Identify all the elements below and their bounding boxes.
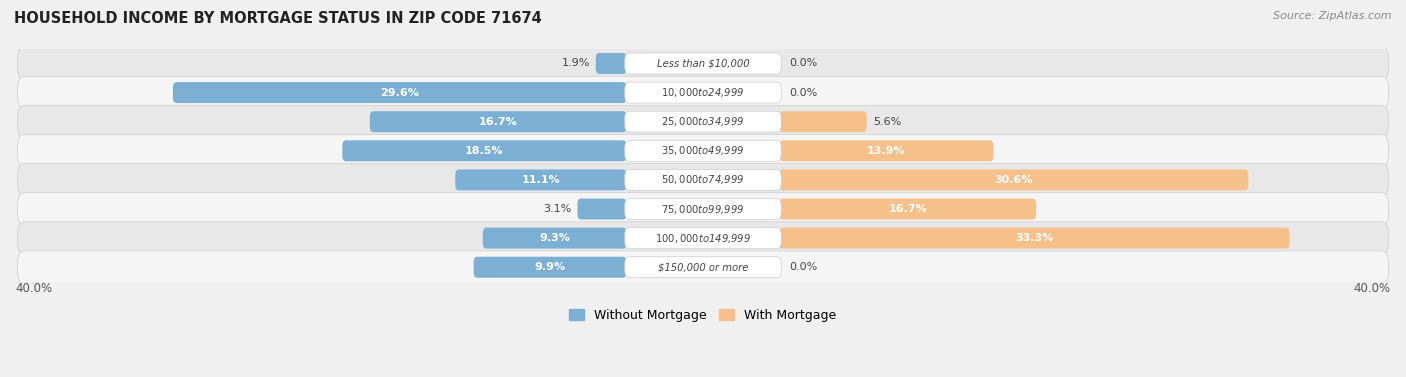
- Text: 29.6%: 29.6%: [380, 87, 419, 98]
- FancyBboxPatch shape: [578, 199, 627, 219]
- FancyBboxPatch shape: [624, 53, 782, 74]
- Text: 40.0%: 40.0%: [1354, 282, 1391, 295]
- Text: 9.3%: 9.3%: [538, 233, 569, 243]
- FancyBboxPatch shape: [18, 164, 1388, 196]
- FancyBboxPatch shape: [456, 169, 627, 190]
- Text: HOUSEHOLD INCOME BY MORTGAGE STATUS IN ZIP CODE 71674: HOUSEHOLD INCOME BY MORTGAGE STATUS IN Z…: [14, 11, 541, 26]
- FancyBboxPatch shape: [596, 53, 627, 74]
- FancyBboxPatch shape: [779, 199, 1036, 219]
- Text: $35,000 to $49,999: $35,000 to $49,999: [661, 144, 745, 157]
- Text: $25,000 to $34,999: $25,000 to $34,999: [661, 115, 745, 128]
- FancyBboxPatch shape: [18, 106, 1388, 138]
- FancyBboxPatch shape: [779, 169, 1249, 190]
- FancyBboxPatch shape: [173, 82, 627, 103]
- Text: $75,000 to $99,999: $75,000 to $99,999: [661, 202, 745, 216]
- Text: 5.6%: 5.6%: [873, 117, 901, 127]
- FancyBboxPatch shape: [779, 228, 1289, 248]
- FancyBboxPatch shape: [342, 140, 627, 161]
- FancyBboxPatch shape: [18, 135, 1388, 167]
- Text: $150,000 or more: $150,000 or more: [658, 262, 748, 272]
- Text: $10,000 to $24,999: $10,000 to $24,999: [661, 86, 745, 99]
- Text: 9.9%: 9.9%: [534, 262, 565, 272]
- FancyBboxPatch shape: [18, 251, 1388, 284]
- FancyBboxPatch shape: [624, 228, 782, 248]
- FancyBboxPatch shape: [624, 199, 782, 219]
- Text: 0.0%: 0.0%: [789, 58, 817, 69]
- FancyBboxPatch shape: [18, 193, 1388, 225]
- FancyBboxPatch shape: [18, 76, 1388, 109]
- Text: 30.6%: 30.6%: [994, 175, 1033, 185]
- FancyBboxPatch shape: [474, 257, 627, 278]
- FancyBboxPatch shape: [18, 222, 1388, 254]
- Text: 33.3%: 33.3%: [1015, 233, 1053, 243]
- Text: 13.9%: 13.9%: [868, 146, 905, 156]
- FancyBboxPatch shape: [370, 111, 627, 132]
- FancyBboxPatch shape: [779, 111, 866, 132]
- Text: 0.0%: 0.0%: [789, 262, 817, 272]
- FancyBboxPatch shape: [779, 140, 994, 161]
- Text: Source: ZipAtlas.com: Source: ZipAtlas.com: [1274, 11, 1392, 21]
- Text: 1.9%: 1.9%: [561, 58, 589, 69]
- Text: 16.7%: 16.7%: [889, 204, 927, 214]
- Text: Less than $10,000: Less than $10,000: [657, 58, 749, 69]
- Text: 3.1%: 3.1%: [543, 204, 571, 214]
- Text: 16.7%: 16.7%: [479, 117, 517, 127]
- FancyBboxPatch shape: [624, 82, 782, 103]
- FancyBboxPatch shape: [18, 47, 1388, 80]
- Text: 18.5%: 18.5%: [465, 146, 503, 156]
- FancyBboxPatch shape: [624, 169, 782, 190]
- Legend: Without Mortgage, With Mortgage: Without Mortgage, With Mortgage: [564, 304, 842, 327]
- Text: $100,000 to $149,999: $100,000 to $149,999: [655, 231, 751, 245]
- Text: $50,000 to $74,999: $50,000 to $74,999: [661, 173, 745, 186]
- Text: 40.0%: 40.0%: [15, 282, 52, 295]
- FancyBboxPatch shape: [624, 111, 782, 132]
- FancyBboxPatch shape: [624, 140, 782, 161]
- FancyBboxPatch shape: [624, 257, 782, 278]
- Text: 11.1%: 11.1%: [522, 175, 560, 185]
- Text: 0.0%: 0.0%: [789, 87, 817, 98]
- FancyBboxPatch shape: [482, 228, 627, 248]
